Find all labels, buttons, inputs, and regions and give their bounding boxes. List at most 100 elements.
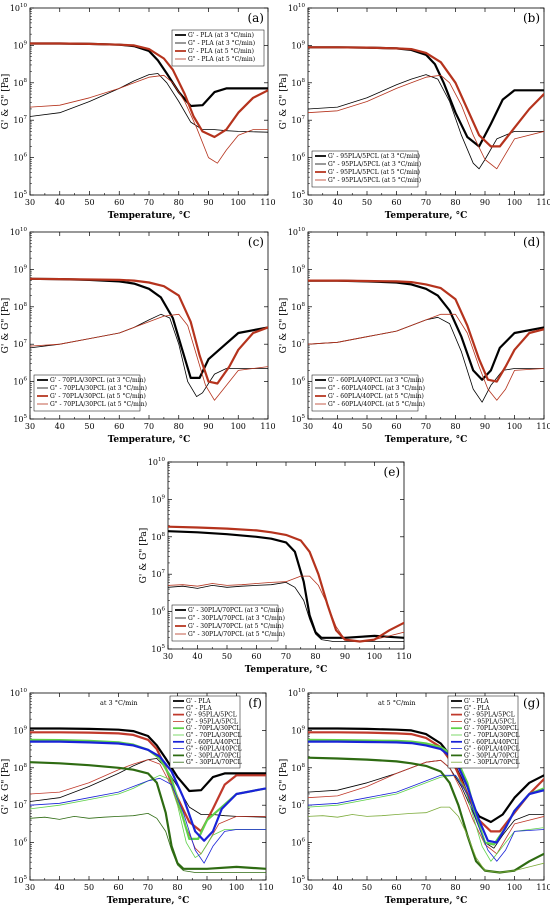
series-line-g-60pla-40pcl-at-5-c-min bbox=[308, 279, 544, 383]
x-tick-label: 80 bbox=[174, 198, 184, 207]
series-line-g-60pla-40pcl bbox=[308, 774, 544, 862]
x-axis-label: Temperature, °C bbox=[385, 435, 468, 445]
x-tick-label: 40 bbox=[332, 198, 342, 207]
x-tick-label: 50 bbox=[362, 198, 372, 207]
x-tick-label: 60 bbox=[391, 883, 401, 892]
legend-entry: G" - 70PLA/30PCL (at 3 °C/min) bbox=[50, 385, 147, 392]
x-tick-label: 30 bbox=[303, 422, 313, 431]
x-tick-label: 80 bbox=[450, 422, 460, 431]
series-line-g-95pla-5pcl-at-3-c-min bbox=[308, 46, 544, 148]
series-line-g-pla bbox=[30, 727, 266, 793]
series-line-g-30pla-70pcl bbox=[30, 761, 266, 870]
series-line-g-60pla-40pcl-at-5-c-min bbox=[308, 313, 544, 401]
y-tick-label: 1010 bbox=[148, 457, 166, 467]
y-tick-label: 106 bbox=[13, 377, 27, 387]
y-tick-label: 105 bbox=[13, 875, 27, 885]
y-tick-label: 108 bbox=[151, 532, 165, 542]
y-tick-label: 107 bbox=[13, 115, 27, 125]
x-tick-label: 90 bbox=[203, 422, 213, 431]
x-tick-label: 100 bbox=[231, 422, 246, 431]
legend-entry: G' - 70PLA/30PCL bbox=[464, 725, 519, 732]
series-group bbox=[308, 46, 544, 170]
y-tick-label: 108 bbox=[13, 302, 27, 312]
x-tick-label: 40 bbox=[192, 652, 202, 661]
legend: G' - 95PLA/5PCL (at 3 °C/min)G" - 95PLA/… bbox=[311, 150, 421, 188]
series-line-g-30pla-70pcl-at-5-c-min bbox=[168, 575, 404, 642]
y-tick-label: 1010 bbox=[288, 3, 306, 13]
x-tick-label: 70 bbox=[421, 422, 431, 431]
series-line-g-95pla-5pcl-at-5-c-min bbox=[308, 74, 544, 170]
y-tick-label: 1010 bbox=[10, 3, 28, 13]
y-tick-label: 105 bbox=[13, 414, 27, 424]
x-tick-label: 110 bbox=[396, 652, 411, 661]
series-group bbox=[30, 727, 266, 873]
x-tick-label: 110 bbox=[260, 198, 275, 207]
x-tick-label: 60 bbox=[114, 422, 124, 431]
legend-entry: G" - 30PLA/70PCL bbox=[464, 759, 520, 766]
y-tick-label: 109 bbox=[151, 494, 165, 504]
series-line-g-70pla-30pcl-at-5-c-min bbox=[30, 313, 268, 401]
series-line-g-pla-at-5-c-min bbox=[30, 74, 268, 164]
series-group bbox=[30, 42, 268, 164]
y-tick-label: 105 bbox=[151, 644, 165, 654]
panel-letter: (c) bbox=[248, 235, 264, 249]
legend-entry: G" - 60PLA/40PCL bbox=[464, 746, 520, 753]
legend-entry: G' - 70PLA/30PCL (at 3 °C/min) bbox=[50, 377, 146, 384]
legend-entry: G" - PLA bbox=[186, 705, 212, 712]
series-line-g-70pla-30pcl-at-5-c-min bbox=[30, 277, 268, 385]
x-tick-label: 80 bbox=[450, 198, 460, 207]
legend-entry: G" - 95PLA/5PCL bbox=[186, 718, 238, 725]
panel-letter: (d) bbox=[523, 235, 540, 249]
x-tick-label: 80 bbox=[174, 422, 184, 431]
x-tick-label: 70 bbox=[144, 198, 154, 207]
y-tick-label: 1010 bbox=[10, 227, 28, 237]
x-tick-label: 100 bbox=[229, 883, 244, 892]
legend-entry: G' - 30PLA/70PCL (at 5 °C/min) bbox=[188, 623, 284, 630]
x-tick-label: 70 bbox=[281, 652, 291, 661]
panel-letter: (b) bbox=[523, 11, 540, 25]
series-line-g-70pla-30pcl bbox=[30, 774, 266, 858]
x-tick-label: 50 bbox=[362, 883, 372, 892]
x-axis-label: Temperature, °C bbox=[245, 665, 328, 675]
x-tick-label: 40 bbox=[54, 883, 64, 892]
legend-entry: G" - PLA (at 5 °C/min) bbox=[188, 56, 255, 63]
x-tick-label: 50 bbox=[222, 652, 232, 661]
legend-entry: G" - 60PLA/40PCL (at 5 °C/min) bbox=[328, 401, 425, 408]
legend-entry: G" - PLA (at 3 °C/min) bbox=[188, 40, 255, 47]
y-axis-label: G' & G" [Pa] bbox=[1, 298, 11, 354]
x-tick-label: 90 bbox=[203, 198, 213, 207]
x-axis-label: Temperature, °C bbox=[107, 896, 190, 906]
y-tick-label: 108 bbox=[291, 763, 305, 773]
series-line-g-pla bbox=[308, 759, 544, 849]
y-tick-label: 108 bbox=[291, 78, 305, 88]
series-line-g-30pla-70pcl-at-3-c-min bbox=[168, 530, 404, 639]
legend: G' - 30PLA/70PCL (at 3 °C/min) G" - 30PLA… bbox=[171, 604, 285, 642]
x-tick-label: 110 bbox=[260, 422, 275, 431]
legend-entry: G" - 30PLA/70PCL (at 5 °C/min) bbox=[188, 631, 285, 638]
legend-entry: G" - 70PLA/30PCL (at 5 °C/min) bbox=[50, 401, 147, 408]
panel-letter: (f) bbox=[248, 696, 262, 710]
x-tick-label: 100 bbox=[367, 652, 382, 661]
y-tick-label: 109 bbox=[291, 725, 305, 735]
y-axis-label: G' & G" [Pa] bbox=[139, 528, 149, 584]
legend-box bbox=[33, 374, 141, 412]
y-tick-label: 109 bbox=[13, 40, 27, 50]
x-tick-label: 90 bbox=[340, 652, 350, 661]
legend-box bbox=[311, 374, 419, 412]
x-tick-label: 30 bbox=[303, 198, 313, 207]
legend-entry: G" - 70PLA/30PCL bbox=[186, 732, 242, 739]
x-tick-label: 60 bbox=[391, 422, 401, 431]
y-tick-label: 107 bbox=[151, 569, 165, 579]
y-tick-label: 109 bbox=[291, 40, 305, 50]
legend-entry: G" - 95PLA/5PCL (at 3 °C/min) bbox=[328, 161, 421, 168]
x-tick-label: 100 bbox=[507, 198, 522, 207]
legend-entry: G' - 30PLA/70PCL (at 3 °C/min) bbox=[188, 607, 284, 614]
y-tick-label: 109 bbox=[291, 264, 305, 274]
y-tick-label: 106 bbox=[151, 607, 165, 617]
y-tick-label: 105 bbox=[13, 190, 27, 200]
legend-box bbox=[311, 150, 419, 188]
heating-rate-note: at 3 °C/min bbox=[100, 699, 138, 707]
x-tick-label: 70 bbox=[144, 422, 154, 431]
legend-entry: G' - 30PLA/70PCL bbox=[464, 752, 519, 759]
y-tick-label: 107 bbox=[13, 800, 27, 810]
